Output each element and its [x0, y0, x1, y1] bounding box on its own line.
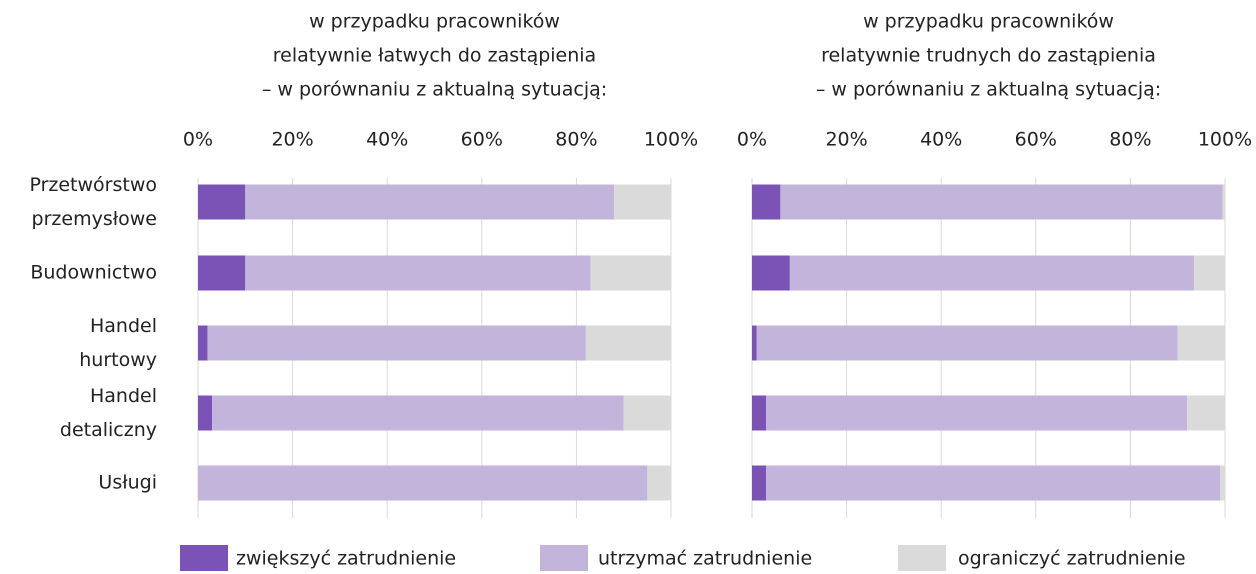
chart-title: w przypadku pracowników — [309, 11, 560, 33]
bar-segment — [623, 395, 671, 431]
x-tick-label: 0% — [737, 129, 767, 151]
bar-segment — [245, 184, 615, 220]
bar-segment — [585, 325, 671, 361]
bar-segment — [789, 255, 1195, 291]
bar-segment — [1177, 325, 1225, 361]
legend-label: utrzymać zatrudnienie — [598, 548, 812, 570]
bar-segment — [1187, 395, 1225, 431]
bar-segment — [752, 465, 767, 501]
bar-segment — [212, 395, 624, 431]
bar-segment — [766, 395, 1188, 431]
x-tick-label: 60% — [1015, 129, 1057, 151]
legend-swatch — [540, 545, 588, 571]
bar-segment — [590, 255, 671, 291]
bar-segment — [198, 325, 208, 361]
chart-title: – w porównaniu z aktualną sytuacją: — [816, 79, 1161, 101]
x-tick-label: 80% — [1109, 129, 1151, 151]
legend-label: ograniczyć zatrudnienie — [958, 548, 1186, 570]
category-label: Handel hurtowy — [79, 315, 157, 371]
bar-segment — [752, 395, 767, 431]
bar-segment — [207, 325, 586, 361]
chart-title: – w porównaniu z aktualną sytuacją: — [262, 79, 607, 101]
x-tick-label: 20% — [825, 129, 867, 151]
x-tick-label: 100% — [644, 129, 698, 151]
bar-segment — [1222, 184, 1225, 220]
bar-segment — [647, 465, 671, 501]
bar-segment — [198, 184, 246, 220]
category-label: Budownictwo — [30, 262, 157, 284]
bar-segment — [198, 465, 648, 501]
category-label: Usługi — [98, 472, 157, 494]
bar-segment — [780, 184, 1223, 220]
x-tick-label: 0% — [183, 129, 213, 151]
x-tick-label: 40% — [920, 129, 962, 151]
chart-title: w przypadku pracowników — [863, 11, 1114, 33]
bar-segment — [1194, 255, 1225, 291]
bar-segment — [198, 395, 213, 431]
category-label: Przetwórstwo przemysłowe — [29, 174, 157, 230]
bar-segment — [245, 255, 591, 291]
bar-segment — [756, 325, 1178, 361]
chart-title: relatywnie trudnych do zastąpienia — [821, 45, 1156, 67]
bar-segment — [752, 184, 781, 220]
x-tick-label: 40% — [366, 129, 408, 151]
bar-segment — [198, 255, 246, 291]
bar-segment — [614, 184, 671, 220]
bar-segment — [752, 325, 757, 361]
legend-swatch — [898, 545, 946, 571]
legend-swatch — [180, 545, 228, 571]
x-tick-label: 20% — [271, 129, 313, 151]
x-tick-label: 100% — [1198, 129, 1252, 151]
x-tick-label: 80% — [555, 129, 597, 151]
bar-segment — [1220, 465, 1225, 501]
x-tick-label: 60% — [461, 129, 503, 151]
category-label: Handel detaliczny — [60, 385, 157, 441]
legend-label: zwiększyć zatrudnienie — [236, 548, 456, 570]
bar-segment — [752, 255, 790, 291]
bar-segment — [766, 465, 1221, 501]
chart-title: relatywnie łatwych do zastąpienia — [273, 45, 596, 67]
